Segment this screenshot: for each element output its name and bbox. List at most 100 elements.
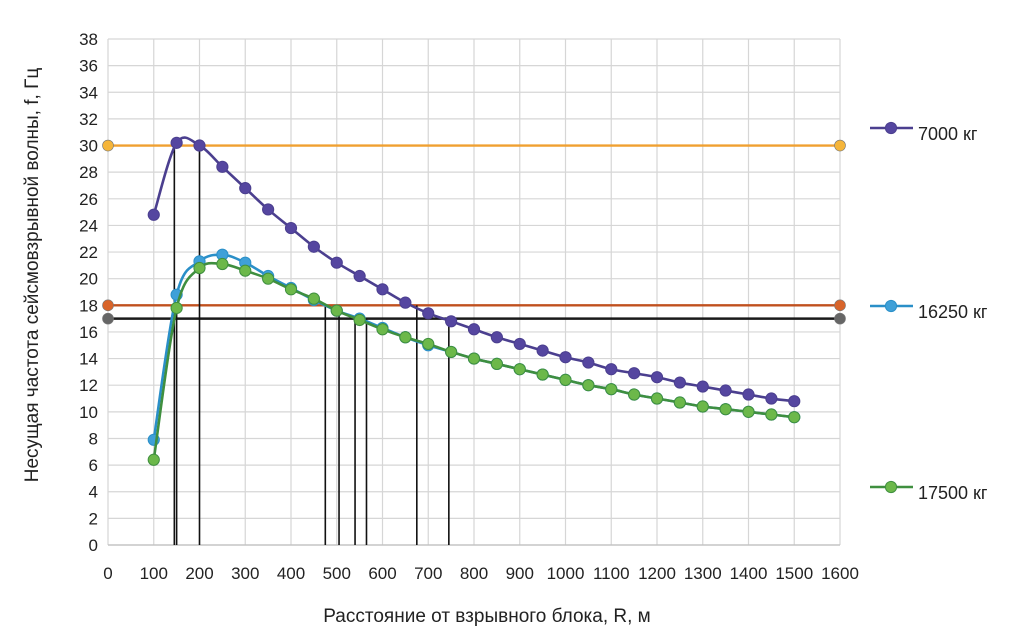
y-axis-title: Несущая частота сейсмовзрывной волны, f,… <box>22 68 43 483</box>
x-tick-label: 700 <box>414 564 442 583</box>
data-point <box>330 256 343 269</box>
x-tick-label: 800 <box>460 564 488 583</box>
data-point <box>559 373 572 386</box>
reference-end-marker <box>834 139 846 152</box>
legend-label: 16250 кг <box>918 302 988 322</box>
y-tick-label: 14 <box>79 350 98 369</box>
y-tick-label: 6 <box>89 456 98 475</box>
data-point <box>605 363 618 376</box>
gridlines <box>107 38 841 546</box>
legend-marker <box>884 121 898 135</box>
data-point <box>628 367 641 380</box>
y-tick-label: 20 <box>79 270 98 289</box>
legend-label: 17500 кг <box>918 483 988 503</box>
data-point <box>513 363 526 376</box>
legend-marker <box>884 299 898 313</box>
data-point <box>422 307 435 320</box>
data-point <box>239 182 252 195</box>
x-tick-label: 100 <box>140 564 168 583</box>
data-point <box>490 357 503 371</box>
y-tick-label: 0 <box>89 536 98 555</box>
x-tick-label: 600 <box>368 564 396 583</box>
data-point <box>742 388 755 401</box>
data-point <box>467 352 481 365</box>
legend-marker <box>884 480 898 494</box>
y-tick-label: 22 <box>79 243 98 262</box>
y-tick-label: 38 <box>79 30 98 49</box>
y-tick-label: 4 <box>89 483 98 502</box>
y-tick-label: 26 <box>79 190 98 209</box>
data-point <box>490 331 503 344</box>
reference-lines <box>102 139 846 325</box>
y-tick-label: 16 <box>79 323 98 342</box>
series-0 <box>147 136 801 408</box>
data-point <box>376 323 389 336</box>
data-point <box>422 337 435 351</box>
x-tick-label: 1400 <box>730 564 768 583</box>
vertical-markers <box>173 145 450 545</box>
reference-start-marker <box>102 139 114 152</box>
legend: 7000 кг 16250 кг 17500 кг <box>870 121 988 503</box>
data-point <box>147 208 160 221</box>
data-point <box>559 351 572 364</box>
series-2 <box>147 257 801 466</box>
data-point <box>673 396 686 409</box>
y-tick-label: 28 <box>79 163 98 182</box>
data-point <box>445 315 458 328</box>
x-tick-label: 300 <box>231 564 259 583</box>
x-tick-label: 0 <box>103 564 112 583</box>
x-tick-label: 1100 <box>593 564 630 583</box>
data-point <box>284 221 298 235</box>
data-point <box>376 283 389 296</box>
data-point <box>399 331 412 344</box>
y-tick-label: 30 <box>79 137 98 156</box>
data-point <box>765 392 778 405</box>
data-point <box>262 203 275 216</box>
y-tick-label: 12 <box>79 376 98 395</box>
data-point <box>170 136 183 149</box>
data-point <box>513 337 526 351</box>
x-tick-label: 900 <box>506 564 534 583</box>
reference-end-marker <box>834 312 846 325</box>
data-point <box>353 313 366 327</box>
x-tick-label: 1300 <box>684 564 722 583</box>
x-tick-label: 500 <box>323 564 351 583</box>
y-tick-label: 8 <box>89 429 98 448</box>
data-point <box>696 380 709 393</box>
data-point <box>467 323 481 336</box>
data-point <box>536 344 549 357</box>
x-tick-label: 200 <box>185 564 213 583</box>
y-tick-label: 34 <box>79 83 98 102</box>
data-point <box>216 257 229 271</box>
data-point <box>307 292 320 305</box>
data-point <box>719 384 732 397</box>
data-point <box>628 388 641 401</box>
data-point <box>696 400 709 413</box>
data-point <box>673 376 686 389</box>
data-point <box>788 395 801 408</box>
data-point <box>650 392 664 405</box>
reference-end-marker <box>834 299 846 312</box>
data-point <box>536 368 549 381</box>
x-axis-title: Расстояние от взрывного блока, R, м <box>323 606 650 627</box>
data-point <box>216 160 229 173</box>
y-tick-label: 32 <box>79 110 98 129</box>
data-point <box>284 283 298 296</box>
data-point <box>582 379 595 392</box>
x-tick-label: 1000 <box>547 564 585 583</box>
data-point <box>353 269 366 283</box>
y-tick-label: 10 <box>79 403 98 422</box>
reference-start-marker <box>102 312 114 325</box>
data-point <box>330 304 343 317</box>
data-point <box>445 345 458 359</box>
data-point <box>239 264 252 277</box>
data-point <box>193 261 206 275</box>
data-point <box>742 405 755 418</box>
data-point <box>719 403 732 416</box>
data-point <box>582 356 595 369</box>
data-point <box>147 453 160 466</box>
y-tick-label: 36 <box>79 57 98 76</box>
y-tick-label: 2 <box>89 509 98 528</box>
